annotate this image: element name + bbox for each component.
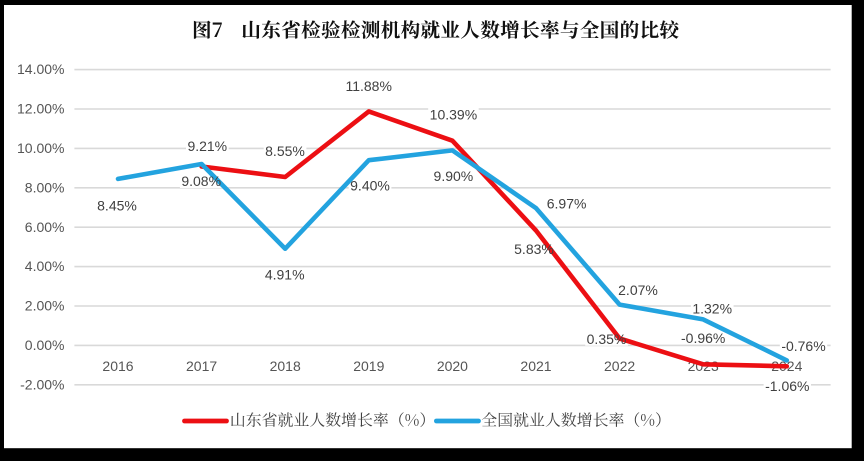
svg-text:2019: 2019 bbox=[353, 358, 384, 374]
svg-text:4.91%: 4.91% bbox=[265, 266, 305, 282]
svg-text:0.35%: 0.35% bbox=[587, 331, 627, 347]
svg-text:2020: 2020 bbox=[437, 358, 468, 374]
svg-text:2022: 2022 bbox=[604, 358, 635, 374]
svg-text:2017: 2017 bbox=[186, 358, 217, 374]
svg-text:0.00%: 0.00% bbox=[25, 337, 65, 353]
svg-text:2.00%: 2.00% bbox=[25, 298, 65, 314]
svg-text:-0.76%: -0.76% bbox=[781, 338, 825, 354]
svg-text:8.00%: 8.00% bbox=[25, 179, 65, 195]
svg-text:9.08%: 9.08% bbox=[181, 173, 221, 189]
svg-text:2021: 2021 bbox=[520, 358, 551, 374]
svg-text:9.40%: 9.40% bbox=[350, 178, 390, 194]
svg-text:6.00%: 6.00% bbox=[25, 219, 65, 235]
svg-text:8.45%: 8.45% bbox=[97, 197, 137, 213]
svg-text:2016: 2016 bbox=[102, 358, 133, 374]
svg-text:1.32%: 1.32% bbox=[692, 301, 732, 317]
svg-text:4.00%: 4.00% bbox=[25, 258, 65, 274]
svg-text:9.21%: 9.21% bbox=[187, 138, 227, 154]
svg-text:8.55%: 8.55% bbox=[265, 143, 305, 159]
svg-text:10.39%: 10.39% bbox=[430, 106, 477, 122]
svg-text:10.00%: 10.00% bbox=[17, 140, 64, 156]
svg-text:-0.96%: -0.96% bbox=[681, 330, 725, 346]
svg-text:6.97%: 6.97% bbox=[547, 196, 587, 212]
svg-text:5.83%: 5.83% bbox=[514, 241, 554, 257]
svg-text:9.90%: 9.90% bbox=[434, 168, 474, 184]
svg-text:12.00%: 12.00% bbox=[17, 101, 64, 117]
svg-text:-2.00%: -2.00% bbox=[20, 376, 64, 392]
svg-text:2.07%: 2.07% bbox=[618, 282, 658, 298]
svg-text:2018: 2018 bbox=[270, 358, 301, 374]
svg-text:11.88%: 11.88% bbox=[345, 78, 391, 94]
svg-text:-1.06%: -1.06% bbox=[765, 378, 809, 394]
svg-text:14.00%: 14.00% bbox=[17, 61, 64, 77]
